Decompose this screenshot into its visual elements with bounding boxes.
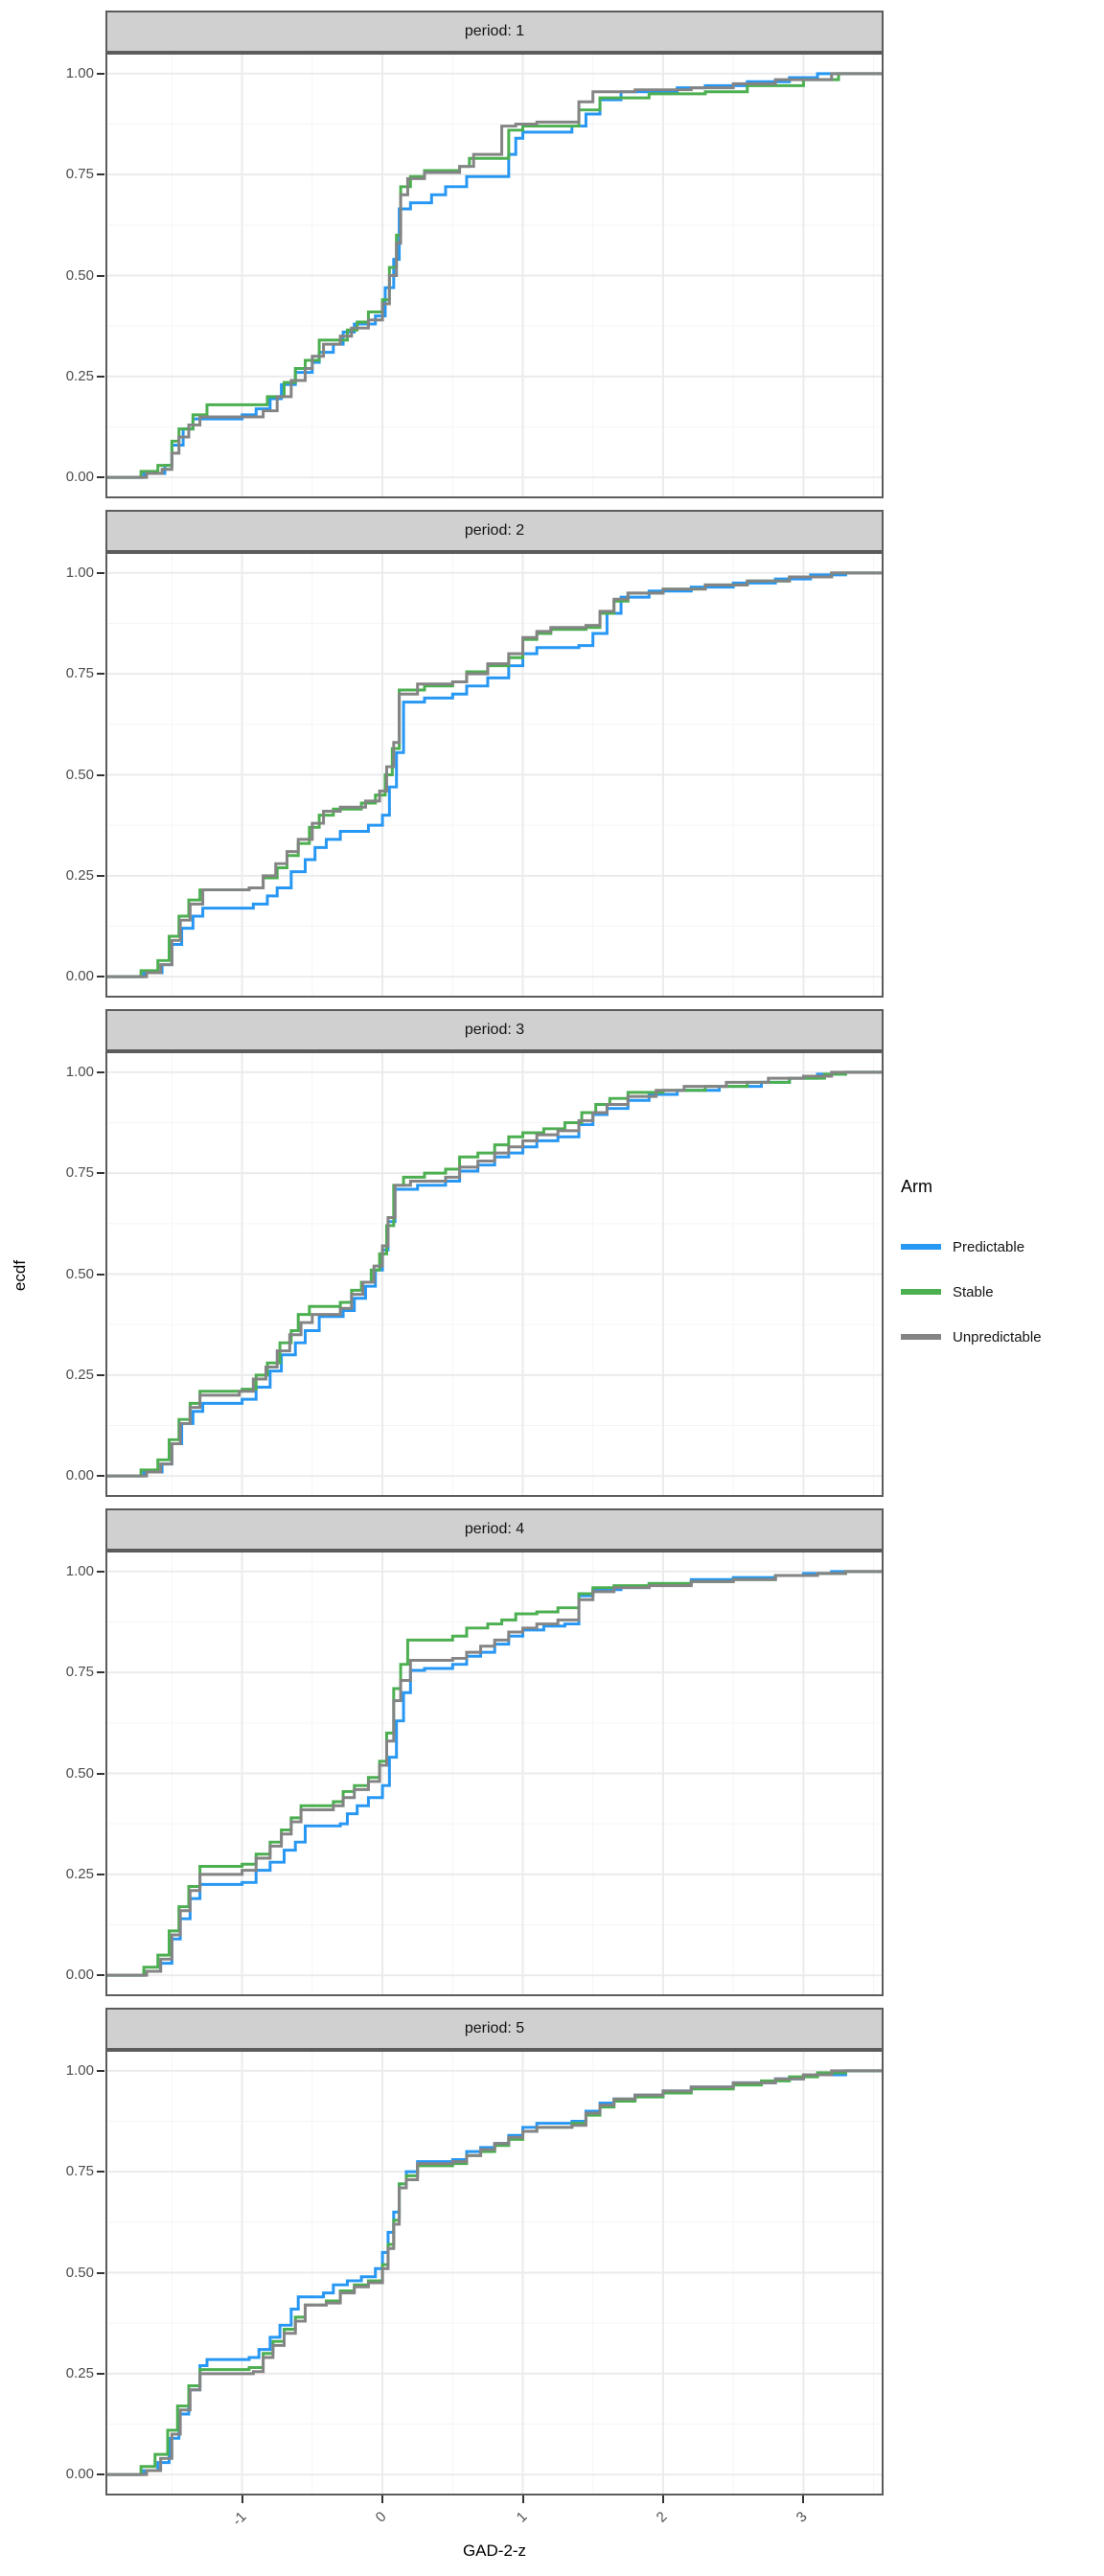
y-tick-mark <box>97 874 104 877</box>
y-tick-mark <box>97 476 104 479</box>
ecdf-plot-svg <box>107 55 882 496</box>
y-tick-mark <box>97 673 104 676</box>
legend: Arm Predictable Stable Unpredictable <box>901 1177 1102 1346</box>
y-tick-label: 0.50 <box>65 766 94 783</box>
y-tick-mark <box>97 1974 104 1977</box>
y-tick-label: 0.25 <box>65 2364 94 2381</box>
y-tick-mark <box>97 2069 104 2072</box>
facet-strip-label: period: 2 <box>464 522 525 539</box>
y-tick-label: 0.50 <box>65 266 94 284</box>
ecdf-plot-svg <box>107 1552 882 1994</box>
y-tick-mark <box>97 2171 104 2174</box>
facet-strip-period-5: period: 5 <box>105 2008 884 2050</box>
facet-strip-period-1: period: 1 <box>105 11 884 53</box>
unpredictable-line-swatch <box>901 1334 941 1340</box>
x-axis-title: GAD-2-z <box>462 2542 527 2560</box>
x-tick-mark <box>521 2496 524 2503</box>
y-tick-label: 1.00 <box>65 64 94 81</box>
ecdf-curve-unpredictable <box>107 1070 882 1478</box>
x-tick-mark <box>241 2496 243 2503</box>
x-tick-mark <box>381 2496 384 2503</box>
y-tick-label: 0.75 <box>65 1164 94 1182</box>
y-tick-mark <box>97 1475 104 1478</box>
y-tick-mark <box>97 1873 104 1875</box>
facet-strip-label: period: 4 <box>464 1521 525 1537</box>
facet-plot-period-5 <box>105 2050 884 2496</box>
facet-strip-label: period: 1 <box>464 23 525 39</box>
facet-plot-period-1 <box>105 53 884 498</box>
y-tick-label: 0.50 <box>65 1764 94 1782</box>
ecdf-curve-unpredictable <box>107 2069 882 2476</box>
predictable-line-swatch <box>901 1244 941 1250</box>
y-tick-mark <box>97 1273 104 1276</box>
y-tick-label: 1.00 <box>65 564 94 581</box>
y-tick-label: 0.00 <box>65 968 94 985</box>
y-tick-mark <box>97 1671 104 1674</box>
y-tick-mark <box>97 1373 104 1376</box>
legend-item-stable: Stable <box>901 1281 994 1302</box>
y-tick-mark <box>97 1070 104 1073</box>
legend-item-predictable: Predictable <box>901 1236 1024 1257</box>
y-tick-mark <box>97 375 104 378</box>
y-tick-label: 1.00 <box>65 2061 94 2079</box>
ecdf-plot-svg <box>107 2052 882 2494</box>
legend-title: Arm <box>901 1177 932 1196</box>
y-tick-mark <box>97 773 104 776</box>
y-tick-mark <box>97 571 104 574</box>
y-tick-mark <box>97 1172 104 1175</box>
y-tick-label: 0.00 <box>65 1966 94 1984</box>
y-tick-label: 0.25 <box>65 1366 94 1383</box>
facet-strip-period-4: period: 4 <box>105 1508 884 1551</box>
y-tick-label: 0.00 <box>65 469 94 486</box>
ecdf-curve-unpredictable <box>107 571 882 978</box>
y-tick-mark <box>97 72 104 75</box>
y-tick-mark <box>97 173 104 176</box>
y-tick-label: 0.75 <box>65 2163 94 2180</box>
y-tick-label: 0.25 <box>65 367 94 384</box>
y-tick-label: 1.00 <box>65 1063 94 1080</box>
facet-strip-label: period: 5 <box>464 2020 525 2036</box>
y-tick-label: 0.00 <box>65 1467 94 1484</box>
ecdf-plot-svg <box>107 1053 882 1495</box>
y-tick-mark <box>97 2473 104 2476</box>
y-tick-label: 0.25 <box>65 1865 94 1882</box>
y-tick-mark <box>97 2271 104 2274</box>
ecdf-curve-predictable <box>107 571 882 978</box>
ecdf-curve-unpredictable <box>107 72 882 479</box>
ecdf-curve-unpredictable <box>107 1570 882 1977</box>
x-tick-mark <box>802 2496 805 2503</box>
y-tick-label: 0.50 <box>65 2264 94 2281</box>
y-tick-label: 0.75 <box>65 665 94 682</box>
y-tick-mark <box>97 976 104 978</box>
legend-label: Unpredictable <box>953 1328 1042 1346</box>
facet-plot-period-3 <box>105 1051 884 1497</box>
legend-label: Predictable <box>953 1238 1025 1255</box>
stable-line-swatch <box>901 1289 941 1295</box>
facet-plot-period-2 <box>105 552 884 998</box>
y-tick-label: 0.75 <box>65 166 94 183</box>
facet-plot-period-4 <box>105 1551 884 1996</box>
y-tick-label: 0.00 <box>65 2466 94 2483</box>
y-tick-label: 0.75 <box>65 1664 94 1681</box>
facet-strip-label: period: 3 <box>464 1022 525 1038</box>
y-tick-mark <box>97 1772 104 1775</box>
legend-item-unpredictable: Unpredictable <box>901 1326 1042 1347</box>
facet-strip-period-3: period: 3 <box>105 1009 884 1051</box>
y-tick-label: 0.50 <box>65 1265 94 1282</box>
y-tick-label: 1.00 <box>65 1562 94 1579</box>
ecdf-plot-svg <box>107 554 882 996</box>
y-tick-mark <box>97 2372 104 2375</box>
facet-strip-period-2: period: 2 <box>105 510 884 552</box>
y-tick-mark <box>97 274 104 277</box>
y-tick-mark <box>97 1570 104 1573</box>
x-tick-mark <box>661 2496 664 2503</box>
legend-label: Stable <box>953 1283 994 1300</box>
y-tick-label: 0.25 <box>65 866 94 884</box>
